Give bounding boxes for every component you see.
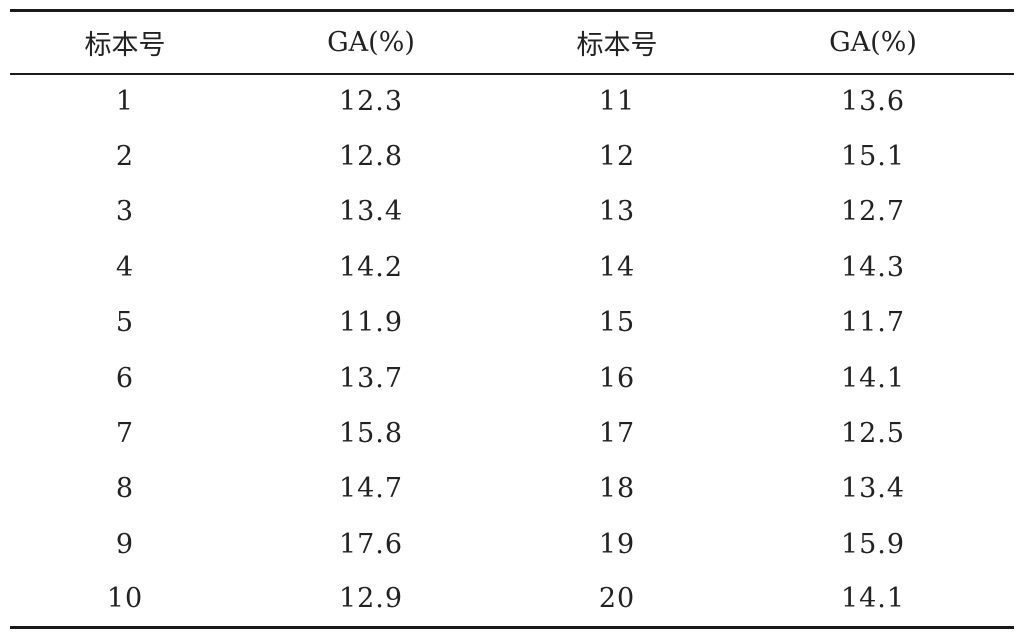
cell-ga-left: 12.8: [338, 141, 404, 173]
cell-ga-right: 14.1: [840, 583, 906, 615]
cell-specimen-right: 16: [598, 362, 636, 394]
cell-specimen-left: 8: [115, 473, 135, 505]
table-body: 1 12.3 11 13.6 2 12.8 12 15.1 3 13.4 13 …: [10, 74, 1014, 628]
cell-specimen-right: 19: [598, 528, 636, 560]
header-ga-left: GA(%): [327, 26, 415, 58]
cell-ga-right: 11.7: [840, 307, 906, 339]
cell-ga-right: 12.5: [840, 418, 906, 450]
cell-specimen-left: 1: [115, 86, 135, 118]
cell-specimen-left: 5: [115, 307, 135, 339]
cell-ga-left: 13.7: [338, 362, 404, 394]
header-specimen-no-left: 标本号: [84, 29, 166, 61]
header-specimen-no-right: 标本号: [576, 29, 658, 61]
table-row: 3 13.4 13 12.7: [10, 184, 1014, 239]
cell-specimen-right: 11: [598, 86, 636, 118]
header-ga-right: GA(%): [829, 26, 917, 58]
cell-specimen-left: 7: [115, 418, 135, 450]
cell-specimen-right: 14: [598, 251, 636, 283]
cell-ga-right: 13.6: [840, 86, 906, 118]
cell-ga-left: 15.8: [338, 418, 404, 450]
ga-table: 标本号 GA(%) 标本号 GA(%) 1 12.3 11 13.6 2 12.…: [10, 9, 1014, 629]
cell-specimen-left: 9: [115, 528, 135, 560]
cell-ga-left: 12.9: [338, 583, 404, 615]
cell-ga-left: 13.4: [338, 196, 404, 228]
table-row: 2 12.8 12 15.1: [10, 129, 1014, 184]
cell-ga-right: 13.4: [840, 473, 906, 505]
table-row: 1 12.3 11 13.6: [10, 74, 1014, 129]
cell-specimen-left: 6: [115, 362, 135, 394]
cell-specimen-right: 18: [598, 473, 636, 505]
table-row: 5 11.9 15 11.7: [10, 295, 1014, 350]
cell-specimen-left: 10: [106, 583, 144, 615]
cell-specimen-right: 15: [598, 307, 636, 339]
cell-specimen-right: 17: [598, 418, 636, 450]
header-row: 标本号 GA(%) 标本号 GA(%): [10, 10, 1014, 74]
cell-specimen-left: 2: [115, 141, 135, 173]
cell-ga-right: 15.9: [840, 528, 906, 560]
cell-specimen-left: 3: [115, 196, 135, 228]
cell-specimen-right: 13: [598, 196, 636, 228]
cell-ga-left: 14.2: [338, 251, 404, 283]
cell-ga-right: 15.1: [840, 141, 906, 173]
cell-specimen-right: 12: [598, 141, 636, 173]
table-row: 9 17.6 19 15.9: [10, 517, 1014, 572]
table-header: 标本号 GA(%) 标本号 GA(%): [10, 10, 1014, 74]
cell-ga-right: 12.7: [840, 196, 906, 228]
table-row: 10 12.9 20 14.1: [10, 572, 1014, 628]
cell-specimen-right: 20: [598, 583, 636, 615]
cell-ga-left: 11.9: [338, 307, 404, 339]
cell-ga-right: 14.1: [840, 362, 906, 394]
table-row: 6 13.7 16 14.1: [10, 350, 1014, 405]
cell-ga-left: 17.6: [338, 528, 404, 560]
cell-ga-left: 14.7: [338, 473, 404, 505]
table-row: 4 14.2 14 14.3: [10, 240, 1014, 295]
cell-ga-right: 14.3: [840, 251, 906, 283]
cell-ga-left: 12.3: [338, 86, 404, 118]
table-row: 7 15.8 17 12.5: [10, 406, 1014, 461]
table-row: 8 14.7 18 13.4: [10, 461, 1014, 516]
cell-specimen-left: 4: [115, 251, 135, 283]
